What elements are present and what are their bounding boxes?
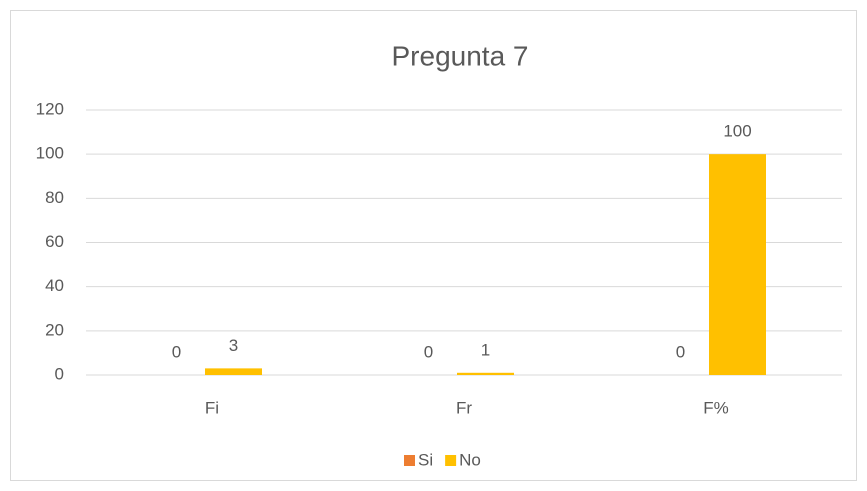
y-tick-label: 80	[45, 188, 64, 207]
bar	[709, 154, 766, 375]
bar	[457, 372, 514, 375]
y-tick-label: 40	[45, 276, 64, 295]
legend-label: No	[459, 450, 481, 469]
y-tick-label: 0	[55, 364, 64, 383]
data-label: 0	[172, 342, 181, 361]
x-tick-label: Fi	[205, 398, 219, 417]
data-label: 3	[229, 336, 238, 355]
data-label: 1	[481, 340, 490, 359]
bar	[205, 368, 262, 375]
data-label: 0	[676, 342, 685, 361]
y-tick-label: 20	[45, 320, 64, 339]
legend-swatch	[404, 455, 415, 466]
chart-title: Pregunta 7	[392, 40, 529, 71]
y-tick-label: 120	[36, 99, 64, 118]
legend-label: Si	[418, 450, 433, 469]
y-tick-label: 60	[45, 232, 64, 251]
data-label: 0	[424, 342, 433, 361]
x-tick-label: F%	[703, 398, 729, 417]
y-tick-label: 100	[36, 144, 64, 163]
x-tick-label: Fr	[456, 398, 472, 417]
legend-swatch	[445, 455, 457, 466]
data-label: 100	[723, 122, 751, 141]
